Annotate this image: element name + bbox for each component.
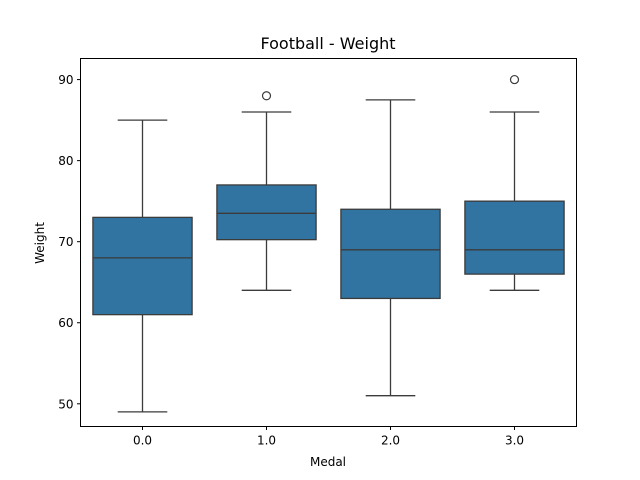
axes-frame (80, 58, 577, 427)
box-iqr (464, 200, 565, 275)
y-tick-label: 50 (58, 397, 73, 411)
x-tick-label: 0.0 (133, 434, 152, 448)
y-tick-label: 70 (58, 235, 73, 249)
y-tick-label: 80 (58, 154, 73, 168)
chart-title: Football - Weight (260, 34, 395, 53)
plot-area: 50 60 70 80 90 0.0 1.0 2.0 3.0 (58, 73, 565, 448)
y-axis-label: Weight (33, 222, 47, 264)
outlier-point (509, 74, 520, 85)
outlier-point (261, 91, 272, 101)
x-tick-label: 1.0 (257, 434, 276, 448)
x-axis-label: Medal (310, 455, 346, 469)
box-iqr (216, 184, 317, 241)
box-iqr (340, 208, 441, 300)
x-tick-label: 2.0 (381, 434, 400, 448)
y-tick-label: 60 (58, 316, 73, 330)
x-tick-label: 3.0 (505, 434, 524, 448)
box-iqr (92, 216, 193, 316)
y-tick-label: 90 (58, 73, 73, 87)
